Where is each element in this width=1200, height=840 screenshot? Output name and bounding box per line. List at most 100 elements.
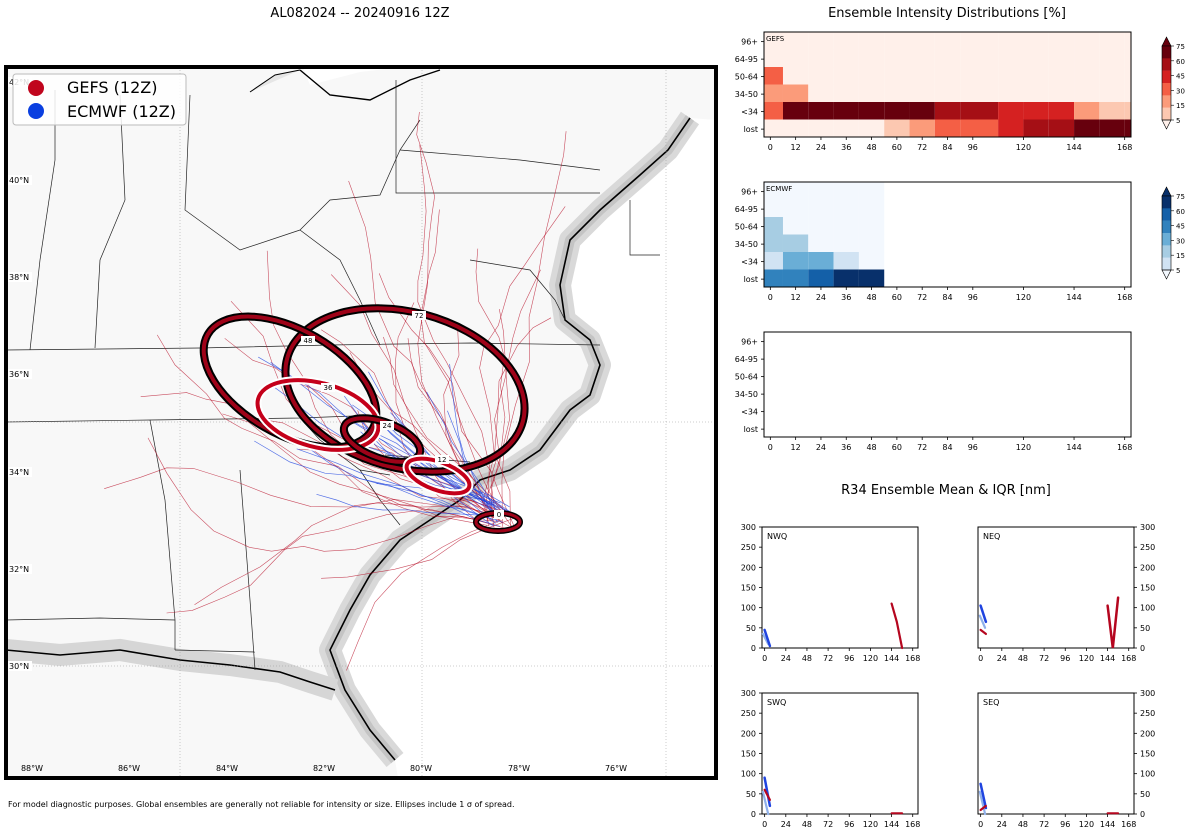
- r34-y-label: 50: [1140, 790, 1150, 799]
- heatmap-x-label: 84: [942, 443, 952, 452]
- colorbar-tick-label: 60: [1176, 208, 1185, 216]
- gefs-track: [416, 111, 489, 520]
- heatmap-cell: [858, 49, 885, 68]
- r34-ecmwf-iqr: [978, 614, 987, 629]
- heatmap-cell: [782, 252, 809, 270]
- heatmap-x-label: 84: [942, 293, 952, 302]
- heatmap-cell: [1048, 67, 1075, 85]
- lat-label-34: 34°N: [9, 468, 29, 477]
- r34-gefs-mean: [890, 602, 904, 650]
- heatmap-x-label: 72: [917, 143, 927, 152]
- r34-y-label: 200: [1140, 729, 1155, 738]
- heatmap-x-label: 120: [1016, 293, 1031, 302]
- r34-x-label: 168: [905, 654, 920, 663]
- heatmap-panel-2: ECMWF 96+ 64-95 50-64 34-50 <34 lost 0 12 24 36 48 6…: [735, 181, 1185, 302]
- heatmap-cell: [858, 32, 885, 50]
- heatmap-x-label: 60: [892, 143, 902, 152]
- r34-x-label: 72: [1039, 820, 1049, 829]
- heatmap-cell: [1023, 102, 1049, 120]
- heatmap-cell: [960, 49, 999, 68]
- r34-y-label: 300: [741, 689, 756, 698]
- r34-x-label: 72: [823, 820, 833, 829]
- heatmap-row-label: <34: [741, 258, 758, 267]
- r34-panel-label: SWQ: [767, 698, 786, 707]
- heatmap-x-label: 36: [841, 293, 851, 302]
- heatmap-cell: [782, 49, 809, 68]
- ellipse-label-48: 48: [304, 337, 313, 345]
- heatmap-cell: [833, 234, 859, 253]
- heatmap-cell: [858, 234, 885, 253]
- heatmap-cell: [1124, 84, 1131, 103]
- colorbar-swatch: [1162, 245, 1171, 258]
- heatmap-cell: [1074, 119, 1100, 138]
- lon-label-78: 78°W: [508, 764, 530, 773]
- r34-x-label: 96: [844, 820, 854, 829]
- r34-x-label: 168: [905, 820, 920, 829]
- heatmap-cell: [884, 32, 910, 50]
- heatmap-x-label: 168: [1117, 143, 1132, 152]
- lat-label-38: 38°N: [9, 273, 29, 282]
- heatmap-cell: [998, 32, 1024, 50]
- colorbar-tick-label: 30: [1176, 237, 1185, 245]
- heatmap-cell: [1124, 49, 1131, 68]
- heatmap-row-label: 96+: [741, 38, 758, 47]
- r34-x-label: 24: [997, 654, 1007, 663]
- r34-x-label: 120: [1079, 820, 1094, 829]
- r34-ecmwf-iqr: [761, 632, 770, 646]
- heatmap-cell: [858, 252, 885, 270]
- heatmap-cell: [808, 32, 834, 50]
- r34-x-label: 0: [762, 654, 767, 663]
- r34-x-label: 144: [884, 654, 899, 663]
- heatmap-cell: [909, 119, 935, 138]
- colorbar-tick-label: 30: [1176, 87, 1185, 95]
- heatmap-cell: [934, 102, 961, 120]
- r34-gefs-mean: [763, 788, 771, 801]
- heatmap-cell: [764, 32, 783, 50]
- r34-panel-nwq: NWQ 0 50 100 150 200 250 300 0 24 48 72 96 120 144 168: [741, 523, 921, 663]
- heatmap-cell: [1124, 102, 1131, 120]
- heatmap-row-label: 34-50: [735, 240, 758, 249]
- lat-label-30: 30°N: [9, 662, 29, 671]
- heatmap-x-label: 96: [968, 443, 978, 452]
- heatmap-row-label: 96+: [741, 188, 758, 197]
- heatmap-x-label: 0: [768, 293, 773, 302]
- heatmap-cell: [884, 119, 910, 138]
- r34-x-label: 0: [762, 820, 767, 829]
- heatmap-cell: [808, 199, 834, 218]
- r34-panel-seq: SEQ 0 50 100 150 200 250 300 0 24 48 72 96 120 144 168: [977, 689, 1155, 829]
- r34-x-label: 96: [1060, 654, 1070, 663]
- r34-x-label: 48: [802, 820, 812, 829]
- r34-y-label: 150: [1140, 750, 1155, 759]
- heatmap-x-label: 36: [841, 443, 851, 452]
- r34-ecmwf-mean: [979, 782, 988, 810]
- heatmap-x-label: 96: [968, 293, 978, 302]
- heatmap-cell: [960, 32, 999, 50]
- r34-frame: [977, 692, 1135, 815]
- r34-y-label: 300: [1140, 689, 1155, 698]
- r34-y-label: 100: [1140, 604, 1155, 613]
- intensity-heatmaps: GEFS 96+ 64-95 50-64 34-50 <34 lost 0 12 24 36 48 60…: [735, 31, 1185, 452]
- gefs-track: [166, 508, 498, 614]
- heatmap-cell: [764, 67, 783, 85]
- heatmap-row-label: lost: [744, 425, 758, 434]
- r34-y-label: 250: [741, 543, 756, 552]
- r34-frame: [761, 526, 919, 649]
- heatmap-cell: [833, 182, 859, 200]
- r34-y-label: 50: [746, 790, 756, 799]
- heatmap-cell: [1074, 102, 1100, 120]
- ecmwf-track: [296, 448, 504, 523]
- heatmap-cell: [1124, 119, 1131, 138]
- r34-x-label: 48: [802, 654, 812, 663]
- legend-swatch-ecmwf: [28, 103, 44, 119]
- heatmap-cell: [909, 32, 935, 50]
- r34-y-label: 0: [1140, 810, 1145, 819]
- colorbar-tick-label: 5: [1176, 267, 1180, 275]
- heatmap-cell: [782, 234, 809, 253]
- heatmap-cell: [1023, 84, 1049, 103]
- heatmap-cell: [764, 182, 783, 200]
- lon-label-86: 86°W: [118, 764, 140, 773]
- heatmap-row-label: 50-64: [735, 223, 758, 232]
- heatmap-cell: [858, 84, 885, 103]
- heatmap-cell: [998, 49, 1024, 68]
- colorbar-tick-label: 75: [1176, 43, 1185, 51]
